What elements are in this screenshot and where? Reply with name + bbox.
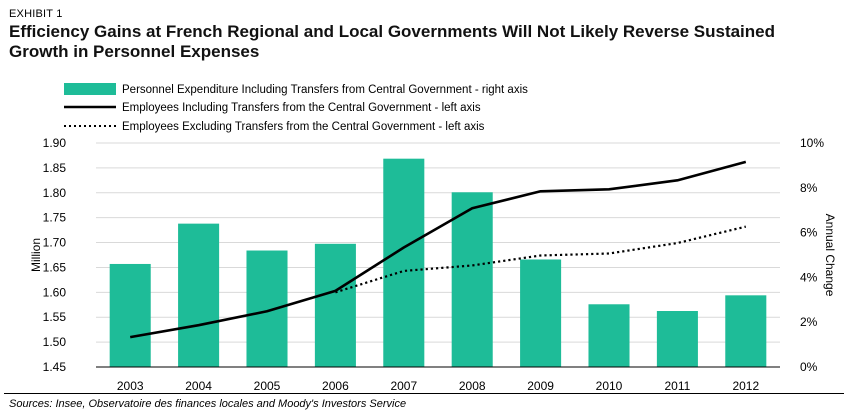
right-axis-title: Annual Change: [823, 214, 837, 297]
legend-label: Personnel Expenditure Including Transfer…: [122, 84, 528, 96]
bar: [588, 304, 630, 367]
right-tick-label: 0%: [800, 360, 818, 374]
left-axis-title: Million: [29, 238, 43, 272]
bar: [314, 243, 356, 367]
bar: [520, 259, 562, 367]
chart: 1.45 1.50 1.55 1.60 1.65 1.70 1.75 1.80 1.85 1.90…: [29, 83, 837, 392]
bar: [246, 250, 288, 367]
exhibit-label: EXHIBIT 1: [9, 8, 63, 20]
right-tick-label: 4%: [800, 270, 818, 284]
legend-swatch-bar: [64, 83, 116, 95]
left-tick-label: 1.75: [43, 211, 67, 225]
left-tick-label: 1.60: [43, 285, 67, 299]
bar: [109, 263, 151, 367]
x-tick-label: 2006: [322, 379, 349, 392]
x-tick-label: 2003: [117, 379, 144, 392]
left-tick-label: 1.50: [43, 335, 67, 349]
x-tick-label: 2009: [527, 379, 554, 392]
x-tick-label: 2005: [254, 379, 281, 392]
x-tick-label: 2012: [732, 379, 759, 392]
right-tick-label: 10%: [800, 136, 824, 150]
employees-including-line: [129, 160, 747, 339]
bar: [383, 158, 425, 367]
source-note: Sources: Insee, Observatoire des finance…: [9, 398, 407, 410]
right-tick-label: 8%: [800, 181, 818, 195]
left-tick-label: 1.90: [43, 136, 67, 150]
bar: [451, 192, 493, 367]
left-tick-label: 1.45: [43, 360, 67, 374]
left-tick-label: 1.70: [43, 236, 67, 250]
left-tick-label: 1.80: [43, 186, 67, 200]
chart-title: Efficiency Gains at French Regional and …: [9, 22, 776, 61]
left-tick-label: 1.55: [43, 310, 67, 324]
legend-label: Employees Excluding Transfers from the C…: [122, 121, 485, 133]
x-tick-label: 2011: [664, 379, 690, 392]
right-tick-label: 6%: [800, 226, 818, 240]
x-tick-label: 2007: [390, 379, 417, 392]
source-divider: [4, 393, 844, 394]
x-tick-label: 2004: [185, 379, 212, 392]
left-tick-label: 1.85: [43, 161, 67, 175]
left-tick-label: 1.65: [43, 260, 67, 274]
legend-label: Employees Including Transfers from the C…: [122, 102, 481, 114]
bar: [178, 223, 220, 367]
x-tick-label: 2008: [459, 379, 486, 392]
employees-excluding-line: [335, 225, 747, 294]
bar: [725, 295, 767, 367]
right-tick-label: 2%: [800, 315, 818, 329]
bar: [656, 311, 698, 367]
x-tick-label: 2010: [596, 379, 623, 392]
